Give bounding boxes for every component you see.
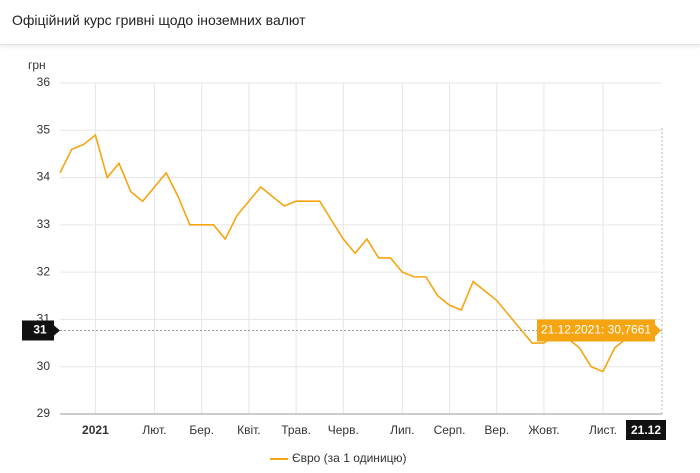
x-tick-label: 21.12	[631, 423, 661, 437]
chart-title: Офіційний курс гривні щодо іноземних вал…	[12, 12, 306, 28]
header: Офіційний курс гривні щодо іноземних вал…	[0, 0, 700, 45]
y-axis-label: грн	[28, 58, 46, 72]
x-tick-label: Бер.	[189, 423, 214, 437]
x-tick-label: Трав.	[281, 423, 311, 437]
y-tick-label: 30	[37, 359, 51, 373]
x-tick-label: Лип.	[390, 423, 414, 437]
tooltip-box	[537, 319, 655, 342]
x-tick-label: Вер.	[484, 423, 509, 437]
y-tick-label: 32	[37, 264, 51, 278]
tooltip-arrow	[655, 324, 661, 337]
tooltip: 21.12.2021: 30,7661	[541, 323, 651, 337]
y-tick-label: 36	[37, 75, 51, 89]
y-tick-label: 29	[37, 406, 51, 420]
crosshair-x-box	[626, 420, 666, 440]
x-tick-label: Жовт.	[528, 423, 559, 437]
crosshair-label: 31	[33, 323, 47, 337]
y-tick-label: 35	[37, 122, 51, 136]
x-tick-label: Лют.	[142, 423, 166, 437]
crosshair-y-arrow	[54, 325, 60, 336]
x-tick-label: Лист.	[589, 423, 617, 437]
crosshair-y-box	[22, 320, 54, 341]
x-tick-label: Черв.	[328, 423, 359, 437]
legend-label: Євро (за 1 одиницю)	[292, 451, 407, 465]
x-tick-label: 2021	[82, 423, 109, 437]
y-tick-label: 34	[37, 170, 51, 184]
x-tick-label: Серп.	[434, 423, 466, 437]
y-tick-label: 33	[37, 217, 51, 231]
x-tick-label: Квіт.	[237, 423, 261, 437]
